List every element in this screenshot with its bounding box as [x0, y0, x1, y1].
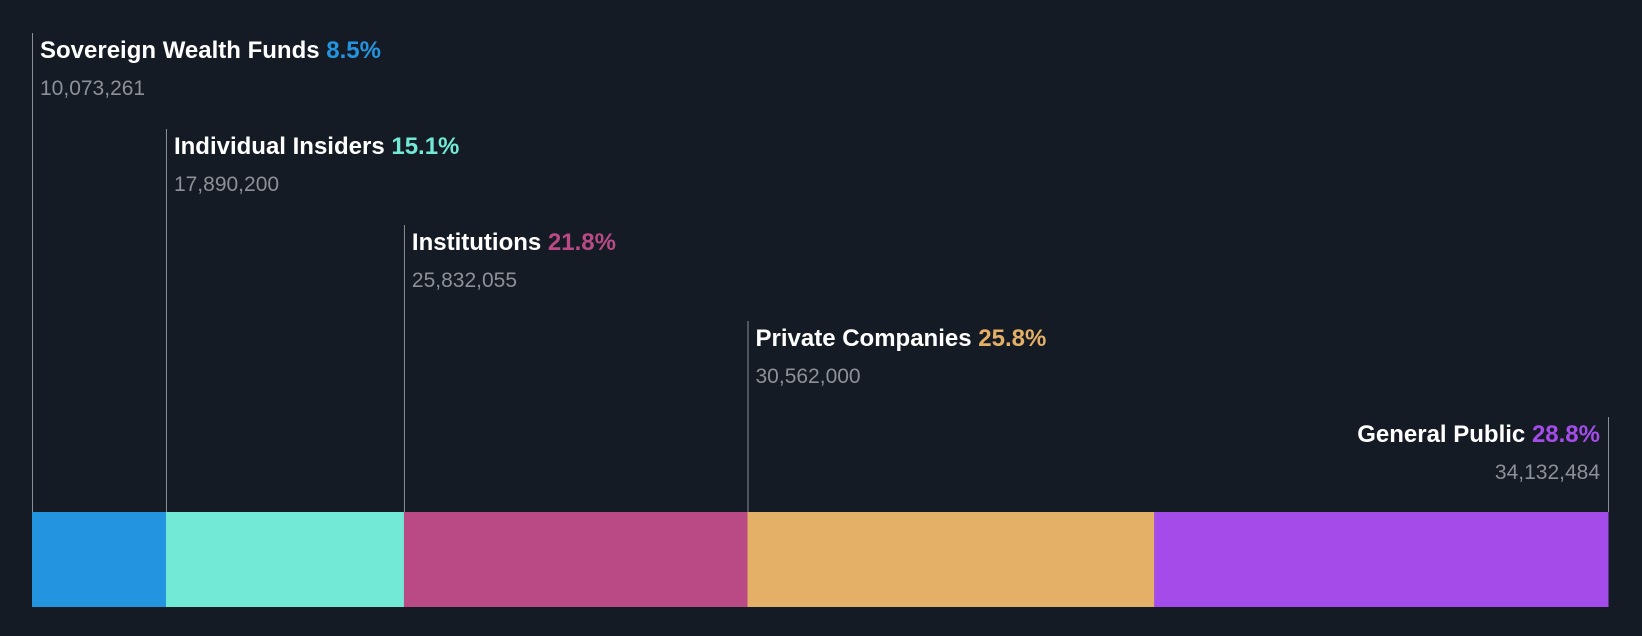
segment-labels: Sovereign Wealth Funds 8.5% 10,073,261 Ind…: [40, 37, 1600, 484]
segment-percent: 21.8%: [548, 229, 616, 256]
segment-label-individual-insiders: Individual Insiders 15.1%: [174, 133, 459, 160]
segment-shares-institutions: 25,832,055: [412, 269, 517, 292]
stacked-bar: [32, 512, 1609, 607]
segment-label-private-companies: Private Companies 25.8%: [756, 325, 1047, 352]
segment-name: Private Companies: [756, 325, 979, 352]
segment-label-institutions: Institutions 21.8%: [412, 229, 616, 256]
bar-segment-general-public[interactable]: [1154, 512, 1609, 607]
bar-segment-individual-insiders[interactable]: [165, 512, 405, 607]
segment-label-sovereign-wealth-funds: Sovereign Wealth Funds 8.5%: [40, 37, 381, 64]
segment-name: Individual Insiders: [174, 133, 391, 160]
segment-percent: 28.8%: [1532, 421, 1600, 448]
segment-name: Institutions: [412, 229, 548, 256]
bar-segment-sovereign-wealth-funds[interactable]: [32, 512, 167, 607]
segment-shares-sovereign-wealth-funds: 10,073,261: [40, 77, 145, 100]
segment-percent: 15.1%: [391, 133, 459, 160]
segment-percent: 25.8%: [978, 325, 1046, 352]
segment-name: Sovereign Wealth Funds: [40, 37, 326, 64]
bar-segment-institutions[interactable]: [403, 512, 749, 607]
segment-shares-individual-insiders: 17,890,200: [174, 173, 279, 196]
segment-percent: 8.5%: [326, 37, 381, 64]
segment-label-general-public: General Public 28.8%: [1357, 421, 1600, 448]
bar-segment-private-companies[interactable]: [747, 512, 1155, 607]
segment-shares-general-public: 34,132,484: [1495, 461, 1600, 484]
segment-shares-private-companies: 30,562,000: [756, 365, 861, 388]
label-leader-lines: [32, 33, 1609, 512]
segment-name: General Public: [1357, 421, 1532, 448]
